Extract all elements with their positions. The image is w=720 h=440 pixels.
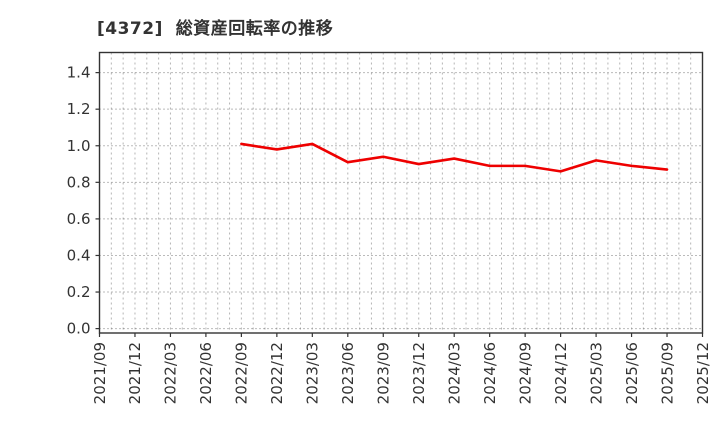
x-tick-label: 2022/09 xyxy=(233,342,251,404)
x-tick-label: 2022/03 xyxy=(162,342,180,404)
y-tick-label: 1.0 xyxy=(67,137,91,155)
x-tick-label: 2025/09 xyxy=(658,342,676,404)
x-tick-label: 2022/06 xyxy=(197,342,215,404)
x-tick-label: 2025/06 xyxy=(623,342,641,404)
x-tick-label: 2023/06 xyxy=(339,342,357,404)
y-tick-label: 0.2 xyxy=(67,283,91,301)
plot-border xyxy=(98,51,704,334)
plot-area xyxy=(99,52,703,333)
series-line-総資産回転率 xyxy=(240,142,669,173)
vertical-gridlines xyxy=(110,52,692,333)
x-tick-label: 2024/12 xyxy=(552,342,570,404)
y-tick-label: 1.4 xyxy=(67,64,91,82)
y-tick-label: 0.0 xyxy=(67,320,91,338)
x-tick-label: 2021/09 xyxy=(91,342,109,404)
x-tick-label: 2024/03 xyxy=(445,342,463,404)
y-axis-labels: 0.0 0.2 0.4 0.6 0.8 1.0 1.2 1.4 xyxy=(67,64,100,338)
horizontal-gridlines xyxy=(99,72,703,330)
x-tick-label: 2022/12 xyxy=(268,342,286,404)
x-tick-label: 2024/09 xyxy=(516,342,534,404)
x-tick-label: 2024/06 xyxy=(481,342,499,404)
y-tick-label: 0.6 xyxy=(67,210,91,228)
chart-title: [4372] 総資産回転率の推移 xyxy=(97,19,334,39)
x-tick-label: 2023/12 xyxy=(410,342,428,404)
y-tick-label: 1.2 xyxy=(67,100,91,118)
x-tick-label: 2023/03 xyxy=(304,342,322,404)
y-tick-label: 0.4 xyxy=(67,246,91,264)
x-tick-label: 2021/12 xyxy=(126,342,144,404)
x-tick-label: 2025/03 xyxy=(587,342,605,404)
x-axis-labels: 2021/09 2021/12 2022/03 2022/06 2022/09 2022/… xyxy=(91,333,712,404)
x-tick-label: 2023/09 xyxy=(375,342,393,404)
x-tick-label: 2025/12 xyxy=(694,342,712,404)
y-tick-label: 0.8 xyxy=(67,173,91,191)
